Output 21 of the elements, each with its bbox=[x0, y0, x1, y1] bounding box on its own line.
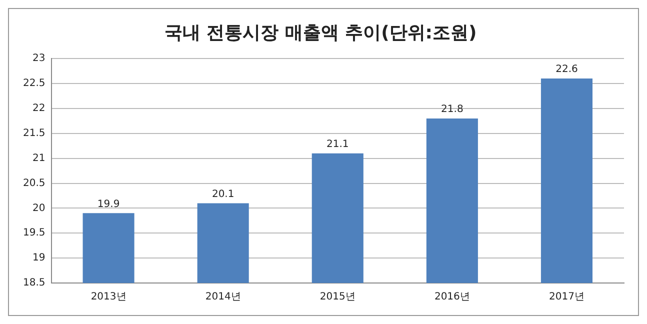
x-tick-label: 2014년 bbox=[205, 292, 241, 303]
y-tick-label: 19 bbox=[32, 252, 46, 264]
x-tick-label: 2017년 bbox=[549, 292, 584, 303]
y-tick-label: 20 bbox=[32, 202, 46, 214]
y-tick-label: 19.5 bbox=[23, 228, 46, 239]
y-tick-label: 20.5 bbox=[23, 178, 46, 189]
data-label: 21.1 bbox=[326, 138, 349, 150]
data-label: 20.1 bbox=[212, 188, 234, 200]
y-tick-label: 21.5 bbox=[23, 128, 46, 139]
chart-title: 국내 전통시장 매출액 추이(단위:조원) bbox=[164, 22, 477, 44]
y-tick-label: 23 bbox=[32, 53, 46, 64]
x-tick-label: 2013년 bbox=[90, 292, 126, 303]
x-tick-label: 2015년 bbox=[320, 292, 356, 303]
y-tick-label: 22 bbox=[32, 103, 46, 114]
data-label: 19.9 bbox=[97, 198, 120, 210]
data-label: 22.6 bbox=[556, 64, 578, 76]
y-tick-label: 21 bbox=[32, 152, 46, 164]
x-tick-label: 2016년 bbox=[434, 292, 470, 303]
data-label: 21.8 bbox=[441, 104, 464, 116]
y-tick-label: 22.5 bbox=[23, 78, 46, 90]
y-tick-label: 18.5 bbox=[23, 278, 46, 289]
